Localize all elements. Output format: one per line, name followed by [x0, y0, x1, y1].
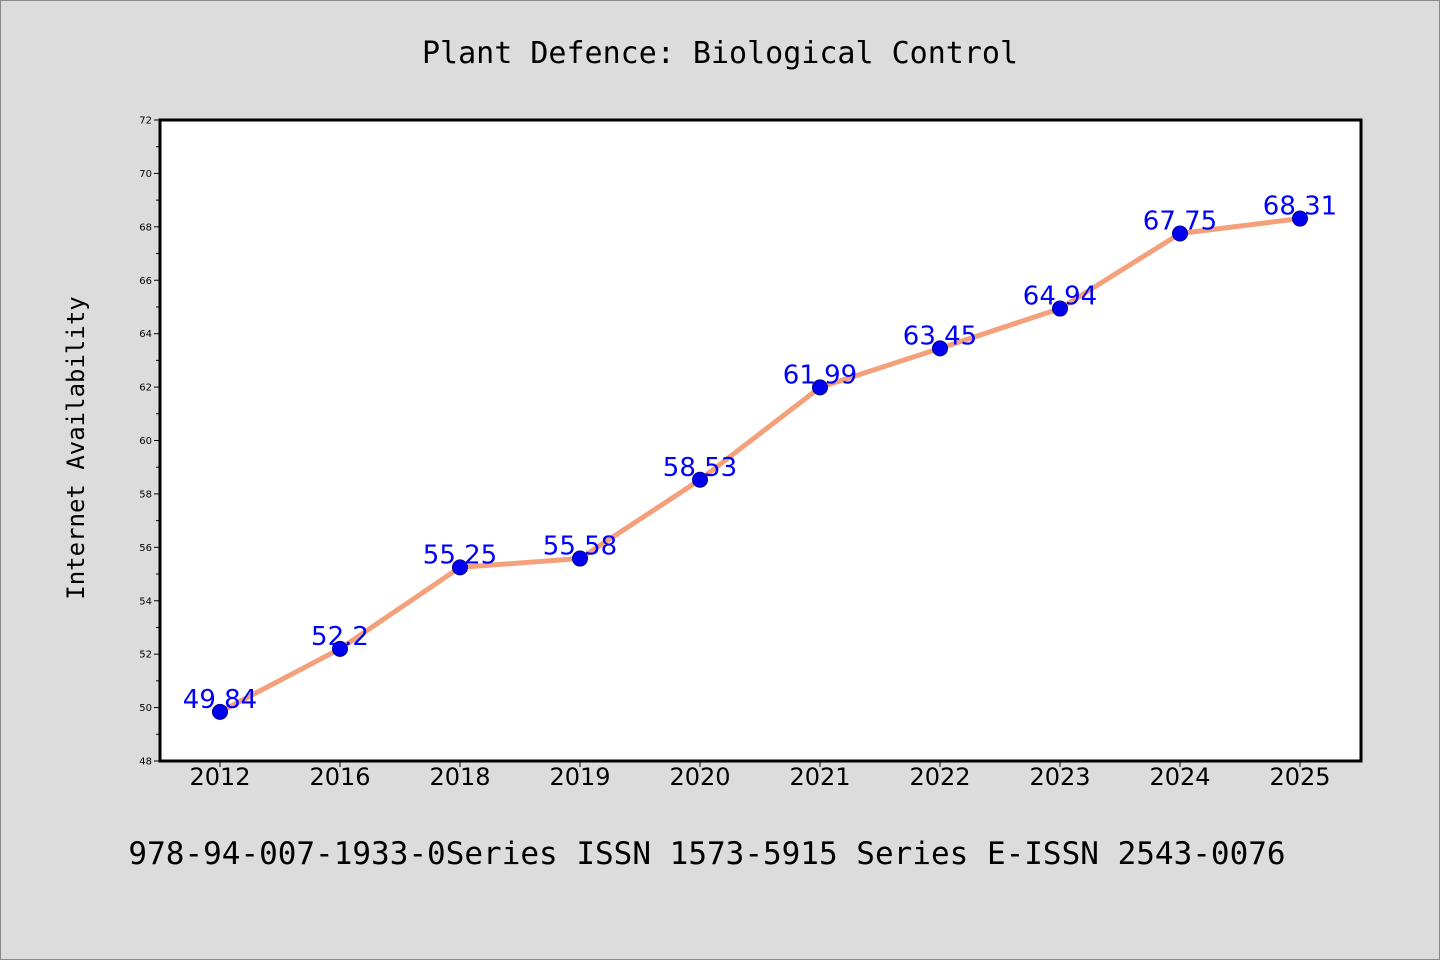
- y-tick-label: 56: [139, 543, 152, 554]
- data-point: [1172, 225, 1188, 242]
- footer-text: 978-94-007-1933-0Series ISSN 1573-5915 S…: [128, 836, 1285, 872]
- data-label: 49.84: [183, 685, 257, 715]
- data-series: [212, 210, 1308, 720]
- x-tick-label: 2023: [1029, 763, 1090, 791]
- series-line: [217, 216, 1303, 715]
- data-label: 58.53: [663, 453, 737, 483]
- data-point: [1292, 210, 1308, 227]
- data-point: [452, 559, 468, 576]
- x-tick-label: 2022: [909, 763, 970, 791]
- data-label: 61.99: [783, 360, 857, 390]
- y-axis-label: Internet Availability: [62, 296, 90, 599]
- y-tick-label: 62: [139, 383, 152, 394]
- x-tick-label: 2021: [789, 763, 850, 791]
- y-axis: 48 50 52 54 56 58 60 62 64 66 68 70 72: [139, 116, 160, 768]
- data-label: 68.31: [1263, 192, 1337, 222]
- data-label: 63.45: [903, 321, 977, 351]
- y-tick-label: 58: [139, 489, 152, 500]
- y-tick-label: 52: [139, 650, 152, 661]
- data-point: [332, 640, 348, 657]
- data-label: 67.75: [1143, 207, 1217, 237]
- data-point: [572, 550, 588, 567]
- x-tick-label: 2020: [669, 763, 730, 791]
- data-point: [812, 379, 828, 396]
- x-tick-label: 2012: [189, 763, 250, 791]
- data-label: 64.94: [1023, 282, 1097, 312]
- data-point: [212, 703, 228, 720]
- y-tick-label: 72: [139, 116, 152, 127]
- data-point: [932, 340, 948, 357]
- data-label: 55.58: [543, 532, 617, 562]
- y-tick-label: 48: [139, 757, 152, 768]
- data-labels: 49.84 52.2 55.25 55.58 58.53 61.99 63.45 64.94 6…: [183, 192, 1337, 715]
- y-tick-label: 64: [139, 329, 152, 340]
- data-label: 52.2: [311, 622, 369, 652]
- data-point: [1052, 300, 1068, 317]
- x-tick-label: 2025: [1269, 763, 1330, 791]
- y-tick-label: 50: [139, 703, 152, 714]
- y-tick-label: 70: [139, 169, 152, 180]
- chart-title: Plant Defence: Biological Control: [422, 36, 1018, 71]
- plot-area: [160, 120, 1361, 761]
- y-tick-label: 54: [139, 596, 152, 607]
- data-point: [692, 471, 708, 488]
- data-label: 55.25: [423, 540, 497, 570]
- x-tick-label: 2019: [549, 763, 610, 791]
- y-tick-label: 68: [139, 222, 152, 233]
- y-tick-label: 66: [139, 276, 152, 287]
- x-tick-label: 2024: [1149, 763, 1210, 791]
- x-tick-label: 2016: [309, 763, 370, 791]
- x-tick-label: 2018: [429, 763, 490, 791]
- y-tick-label: 60: [139, 436, 152, 447]
- x-axis: 2012 2016 2018 2019 2020 2021 2022 2023 2024 2025: [189, 761, 1331, 791]
- plot-border: [158, 118, 1363, 763]
